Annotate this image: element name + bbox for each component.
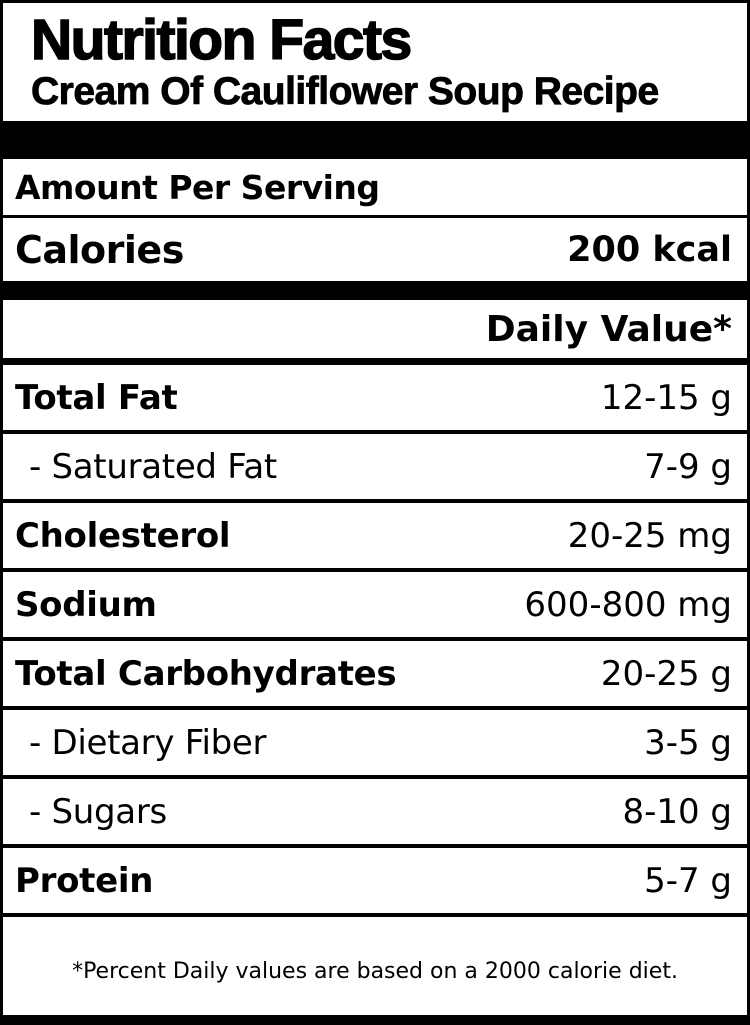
nutrient-label: - Saturated Fat bbox=[29, 446, 277, 487]
nutrient-row: Total Fat 12-15 g bbox=[3, 365, 747, 430]
nutrient-value: 20-25 g bbox=[600, 653, 732, 694]
row-divider bbox=[3, 706, 747, 710]
row-divider bbox=[3, 844, 747, 848]
nutrient-row: - Saturated Fat 7-9 g bbox=[3, 434, 747, 499]
row-divider bbox=[3, 913, 747, 917]
thick-separator-top bbox=[3, 121, 747, 159]
nutrient-value: 12-15 g bbox=[600, 377, 732, 418]
nutrient-label: Cholesterol bbox=[15, 515, 231, 556]
label-header: Nutrition Facts Cream Of Cauliflower Sou… bbox=[3, 3, 747, 121]
row-divider bbox=[3, 430, 747, 434]
nutrient-label: Sodium bbox=[15, 584, 157, 625]
nutrient-value: 7-9 g bbox=[644, 446, 732, 487]
label-title: Nutrition Facts bbox=[30, 8, 413, 72]
calories-value: 200 kcal bbox=[567, 229, 732, 270]
daily-value-header: Daily Value* bbox=[485, 308, 732, 350]
nutrient-row: Cholesterol 20-25 mg bbox=[3, 503, 747, 568]
amount-per-serving-row: Amount Per Serving bbox=[3, 159, 747, 215]
nutrient-value: 8-10 g bbox=[622, 791, 732, 832]
daily-value-footnote: *Percent Daily values are based on a 200… bbox=[72, 958, 678, 984]
nutrient-label: - Dietary Fiber bbox=[29, 722, 267, 763]
bottom-border-bar bbox=[3, 1015, 747, 1025]
nutrient-label: - Sugars bbox=[29, 791, 167, 832]
daily-value-header-row: Daily Value* bbox=[3, 300, 747, 358]
label-subtitle: Cream Of Cauliflower Soup Recipe bbox=[31, 70, 660, 114]
nutrient-row: Sodium 600-800 mg bbox=[3, 572, 747, 637]
row-divider bbox=[3, 499, 747, 503]
nutrient-value: 3-5 g bbox=[644, 722, 732, 763]
nutrient-value: 5-7 g bbox=[644, 860, 732, 901]
nutrient-label: Protein bbox=[15, 860, 154, 901]
row-divider bbox=[3, 775, 747, 779]
thick-separator-calories bbox=[3, 281, 747, 300]
row-divider bbox=[3, 568, 747, 572]
row-divider bbox=[3, 215, 747, 218]
nutrient-label: Total Fat bbox=[15, 377, 178, 418]
nutrient-value: 20-25 mg bbox=[567, 515, 732, 556]
calories-label: Calories bbox=[15, 227, 184, 272]
label-footer: *Percent Daily values are based on a 200… bbox=[3, 917, 747, 1015]
medium-divider bbox=[3, 358, 747, 365]
nutrient-row: Total Carbohydrates 20-25 g bbox=[3, 641, 747, 706]
nutrient-row: Protein 5-7 g bbox=[3, 848, 747, 913]
nutrient-rows: Total Fat 12-15 g - Saturated Fat 7-9 g … bbox=[3, 365, 747, 913]
nutrient-value: 600-800 mg bbox=[524, 584, 732, 625]
amount-per-serving-label: Amount Per Serving bbox=[15, 167, 380, 207]
nutrient-row: - Sugars 8-10 g bbox=[3, 779, 747, 844]
row-divider bbox=[3, 637, 747, 641]
calories-row: Calories 200 kcal bbox=[3, 218, 747, 281]
nutrient-row: - Dietary Fiber 3-5 g bbox=[3, 710, 747, 775]
nutrient-label: Total Carbohydrates bbox=[15, 653, 397, 694]
